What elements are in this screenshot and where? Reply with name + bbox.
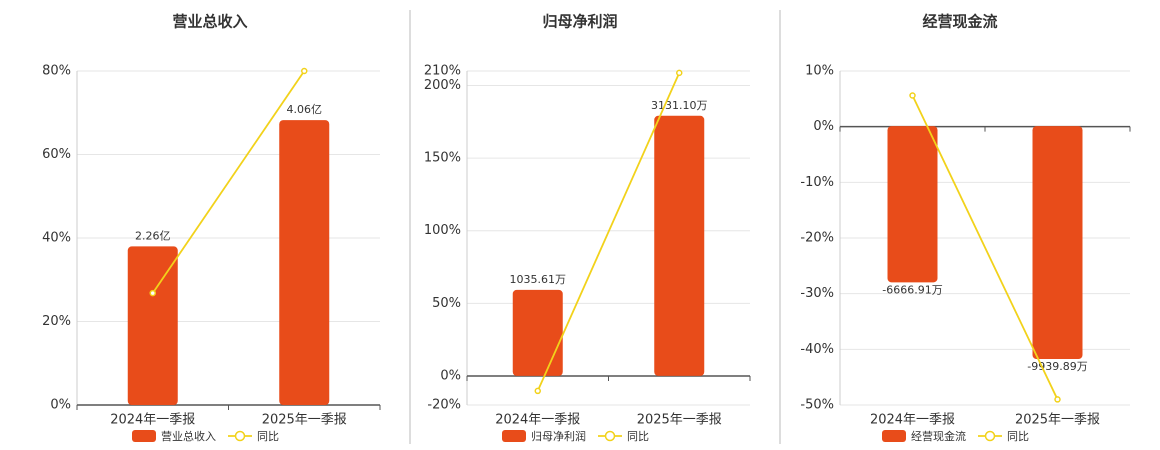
x-tick-label: 2025年一季报 [262, 413, 347, 428]
legend-label: 归母净利润 [531, 429, 586, 443]
marker [301, 67, 308, 75]
chart-title: 归母净利润 [542, 13, 617, 31]
line [152, 70, 305, 294]
bar [279, 120, 330, 405]
y-tick-label: 100% [424, 223, 461, 238]
marker [1054, 396, 1061, 403]
chart-title: 经营现金流 [922, 13, 997, 31]
bar [127, 246, 178, 405]
chart-title: 营业总收入 [172, 13, 247, 31]
x-tick-label: 2025年一季报 [637, 413, 722, 428]
marker [149, 289, 156, 297]
legend-label: 营业总收入 [161, 429, 216, 443]
legend-swatch [502, 430, 526, 442]
marker [534, 387, 541, 395]
x-tick-label: 2024年一季报 [870, 413, 955, 428]
y-tick-label: 210% [424, 64, 461, 79]
y-tick-label: 200% [424, 78, 461, 93]
data-label: -9939.89万 [1027, 360, 1087, 373]
marker [676, 69, 683, 77]
x-tick-label: 2024年一季报 [110, 413, 195, 428]
legend-swatch [604, 430, 616, 442]
data-label: 3131.10万 [651, 99, 708, 112]
line [536, 72, 681, 392]
y-tick-label: 0% [50, 398, 71, 413]
legend-swatch [234, 430, 246, 442]
line [911, 95, 1059, 400]
marker [909, 92, 916, 99]
y-tick-label: 10% [805, 64, 834, 79]
y-tick-label: 0% [440, 368, 461, 383]
data-label: -6666.91万 [882, 283, 942, 296]
legend-label: 同比 [257, 430, 279, 443]
y-tick-label: 40% [42, 231, 71, 246]
legend-swatch [984, 430, 996, 442]
legend-label: 同比 [627, 430, 649, 443]
legend-swatch [882, 430, 906, 442]
y-tick-label: -50% [800, 398, 834, 413]
bar [1032, 126, 1083, 360]
x-tick-label: 2024年一季报 [495, 413, 580, 428]
bar [512, 289, 563, 376]
y-tick-label: 80% [42, 64, 71, 79]
y-tick-label: -10% [800, 175, 834, 190]
y-tick-label: -40% [800, 342, 834, 357]
legend-swatch [132, 430, 156, 442]
y-tick-label: 60% [42, 147, 71, 162]
legend-label: 经营现金流 [911, 429, 966, 443]
x-tick-label: 2025年一季报 [1015, 413, 1100, 428]
data-label: 1035.61万 [510, 273, 567, 286]
y-tick-label: -20% [427, 398, 461, 413]
y-tick-label: 150% [424, 151, 461, 166]
y-tick-label: 50% [432, 296, 461, 311]
y-tick-label: -20% [800, 231, 834, 246]
y-tick-label: -30% [800, 286, 834, 301]
legend-label: 同比 [1007, 430, 1029, 443]
y-tick-label: 0% [813, 119, 834, 134]
data-label: 4.06亿 [287, 103, 323, 116]
bar [654, 115, 705, 376]
y-tick-label: 20% [42, 314, 71, 329]
bar [887, 126, 938, 283]
data-label: 2.26亿 [135, 229, 171, 242]
